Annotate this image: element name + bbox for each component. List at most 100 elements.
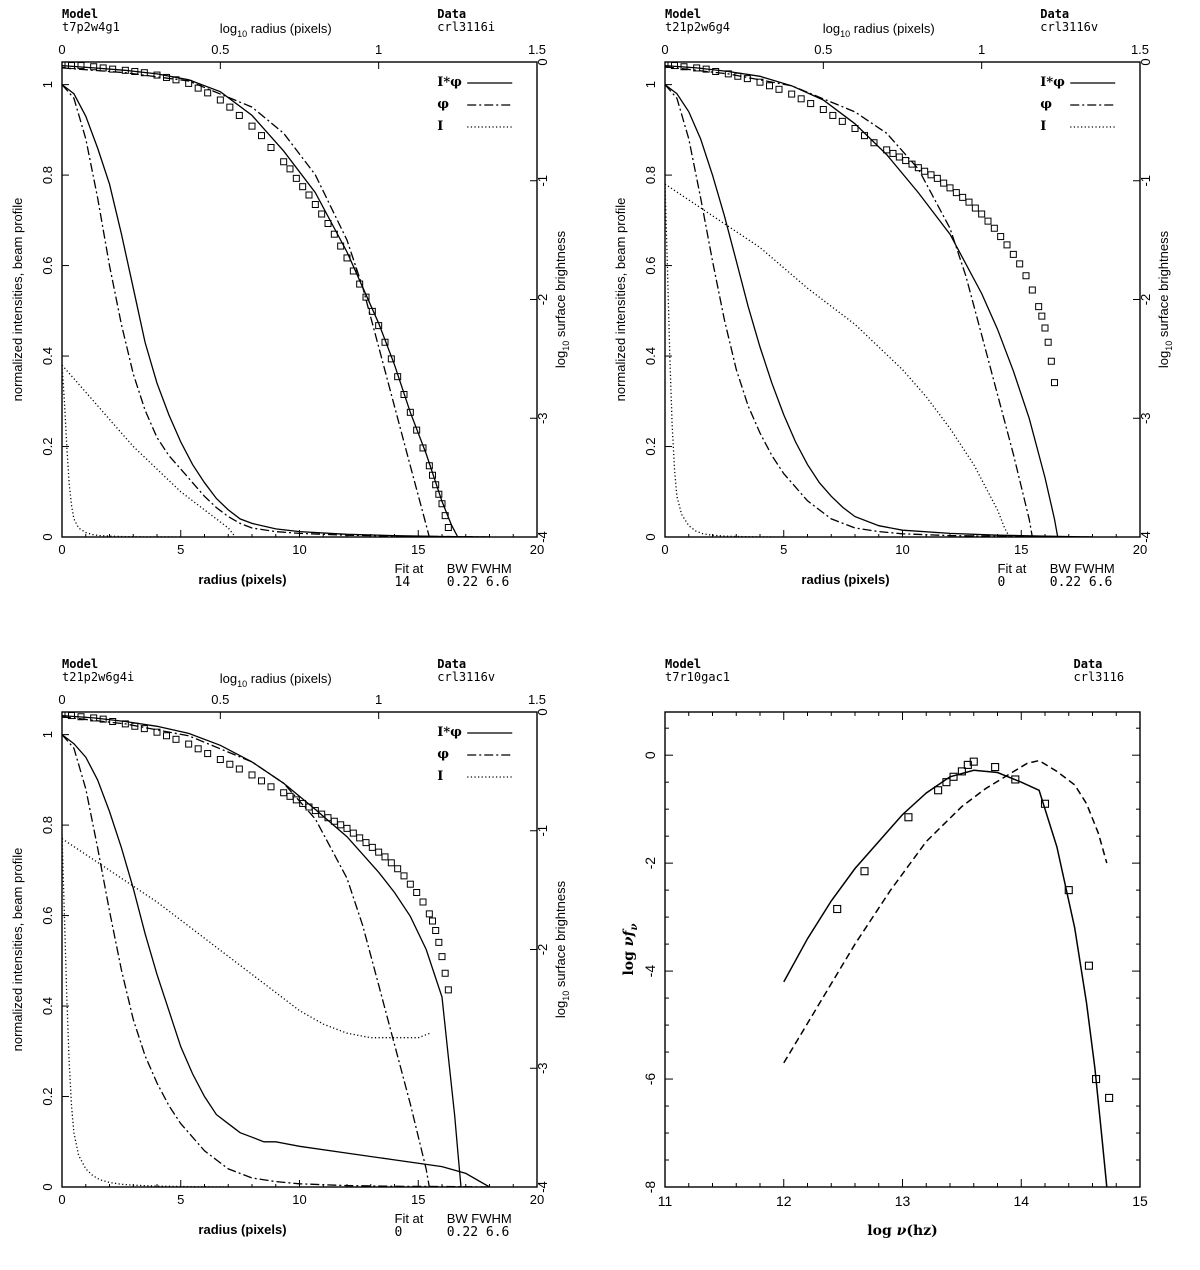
y-tick-label: 0.4	[40, 347, 55, 365]
data-marker	[299, 183, 307, 191]
data-marker	[712, 68, 720, 75]
data-marker	[1105, 1093, 1114, 1102]
top-tick-label: 1.5	[1131, 42, 1149, 57]
x-axis-title-unit: (hz)	[906, 1223, 937, 1239]
model-name: t7p2w4g1	[62, 20, 120, 34]
data-marker	[889, 149, 897, 157]
top-axis-title-rest: radius (pixels)	[247, 671, 332, 686]
legend-label: I*φ	[437, 725, 462, 740]
model-name: t21p2w6g4	[665, 20, 730, 34]
model-heading: Model	[665, 7, 701, 21]
data-marker	[971, 204, 979, 212]
data-marker	[311, 807, 319, 815]
data-marker	[927, 171, 935, 179]
x-axis-title-nu: ν	[897, 1223, 907, 1239]
data-marker	[330, 230, 338, 238]
data-marker	[163, 73, 170, 81]
y-tick-label: 0	[642, 751, 658, 759]
x-tick-label: 20	[1133, 542, 1147, 557]
data-marker	[267, 144, 275, 151]
data-marker	[349, 829, 357, 837]
data-marker	[280, 789, 288, 797]
top-tick-label: 0.5	[814, 42, 832, 57]
data-marker	[671, 62, 678, 70]
top-axis-title-sub: 10	[840, 29, 850, 39]
x-tick-label: 20	[530, 542, 544, 557]
series-line-5	[62, 714, 462, 1187]
data-marker	[991, 763, 1000, 772]
data-marker	[292, 174, 300, 182]
right-axis-title-rest: surface brightness	[1156, 230, 1171, 340]
data-marker	[235, 765, 243, 773]
right-axis-title-rest: surface brightness	[553, 880, 568, 990]
data-marker	[172, 735, 180, 743]
series-line-6	[62, 716, 430, 1187]
data-marker	[324, 220, 332, 227]
data-marker	[984, 217, 992, 225]
data-marker	[990, 224, 998, 232]
data-marker	[140, 69, 148, 77]
x-tick-label: 5	[177, 542, 184, 557]
data-marker	[413, 889, 421, 896]
model-heading: Model	[62, 7, 98, 21]
x-tick-label: 0	[661, 542, 668, 557]
data-name: crl3116i	[437, 20, 495, 34]
data-marker	[343, 254, 351, 262]
data-marker	[419, 898, 427, 906]
data-marker	[797, 95, 805, 103]
series-line-1	[62, 734, 490, 1187]
data-marker	[1003, 241, 1011, 249]
data-heading: Data	[437, 7, 466, 21]
right-tick-label: -4	[535, 1181, 550, 1193]
top-axis-title-log: log	[220, 671, 237, 686]
y-axis-title-f: f	[621, 927, 637, 937]
top-axis-title-rest: radius (pixels)	[850, 21, 935, 36]
data-marker	[942, 778, 951, 787]
series-line-2	[62, 84, 490, 537]
x-tick-label: 10	[292, 542, 306, 557]
data-marker	[766, 82, 773, 90]
series-line-2	[665, 84, 1093, 537]
data-marker	[1044, 338, 1052, 346]
model-name: t21p2w6g4i	[62, 670, 134, 684]
right-tick-label: -2	[535, 944, 550, 956]
series-line-1	[62, 84, 490, 537]
right-tick-label: -4	[535, 531, 550, 543]
right-axis-title-sub: 10	[561, 991, 571, 1001]
x-tick-label: 5	[177, 1192, 184, 1207]
right-tick-label: -1	[535, 825, 550, 837]
data-marker	[438, 953, 446, 961]
y-tick-label: 0.8	[40, 816, 55, 834]
data-marker	[1040, 799, 1050, 808]
y-tick-label: 0.2	[40, 437, 55, 455]
y-tick-label: 0	[40, 533, 55, 540]
data-marker	[807, 100, 815, 108]
right-axis-title-sub: 10	[561, 341, 571, 351]
series-line-6	[665, 66, 1033, 537]
data-marker	[1092, 1074, 1101, 1084]
data-marker	[375, 322, 383, 330]
data-marker	[435, 490, 443, 498]
data-marker	[693, 64, 701, 72]
data-marker	[381, 853, 389, 861]
data-marker	[432, 481, 440, 489]
fit-label: Fit at	[998, 561, 1027, 576]
data-marker	[375, 848, 383, 856]
model-name: t7r10gac1	[665, 670, 730, 684]
data-marker	[90, 63, 98, 71]
data-marker	[90, 714, 98, 722]
x-axis-title: radius (pixels)	[198, 572, 286, 587]
data-marker	[258, 132, 265, 140]
top-axis-title: log10 radius (pixels)	[220, 21, 332, 39]
data-marker	[978, 210, 986, 218]
data-marker	[235, 111, 243, 119]
top-tick-label: 0.5	[211, 692, 229, 707]
data-marker	[902, 157, 910, 165]
y-axis-title: normalized intensities, beam profile	[10, 848, 25, 1052]
y-tick-label: 0.4	[643, 347, 658, 365]
data-marker	[908, 160, 916, 168]
data-marker	[121, 720, 129, 728]
data-marker	[425, 910, 433, 918]
series-line-6	[62, 67, 430, 537]
